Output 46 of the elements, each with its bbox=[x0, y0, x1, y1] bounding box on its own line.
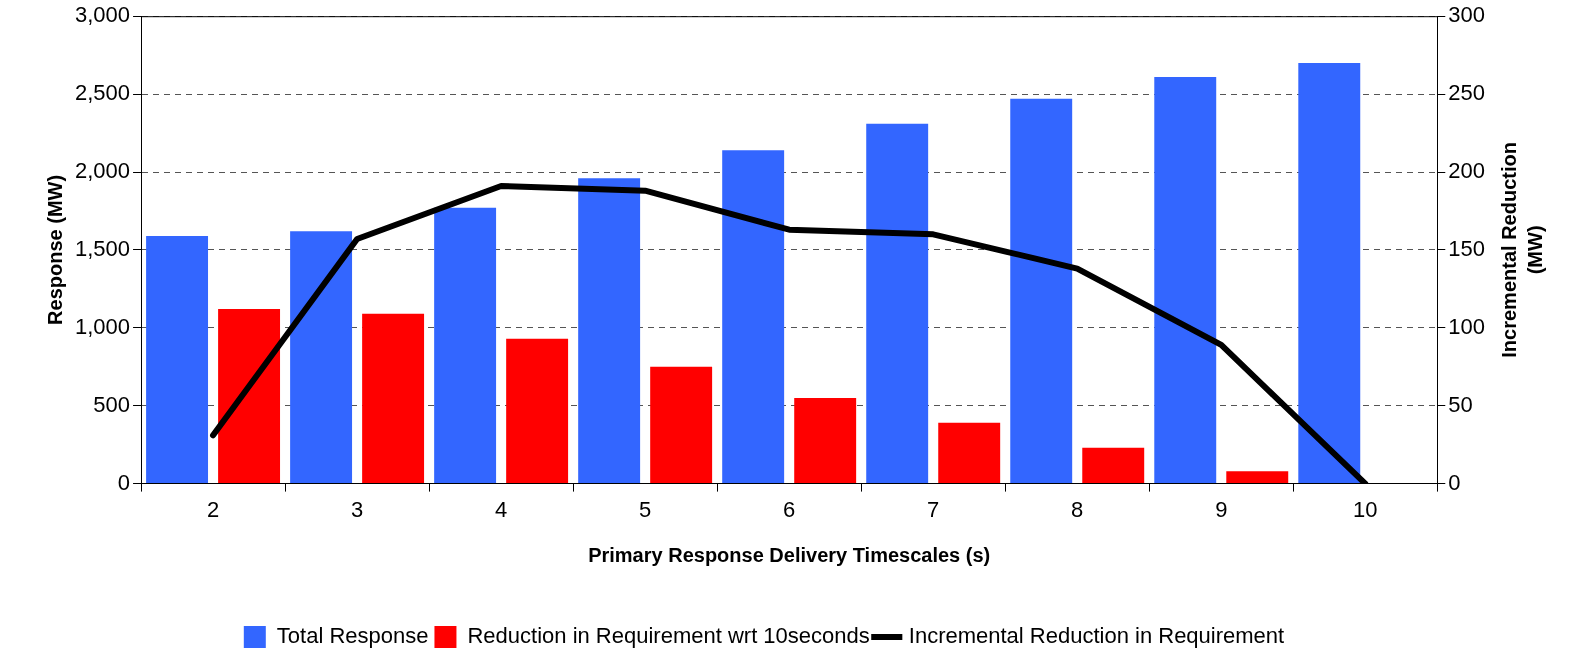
bar bbox=[722, 150, 785, 484]
y2-tick-label: 300 bbox=[1448, 2, 1486, 28]
y-tick-label: 3,000 bbox=[74, 2, 131, 28]
bar bbox=[434, 207, 497, 484]
y-tick-label: 500 bbox=[93, 391, 131, 417]
y2-tick-label: 250 bbox=[1448, 80, 1486, 106]
bar bbox=[1082, 447, 1145, 484]
y2-tick-label: 100 bbox=[1448, 313, 1486, 339]
bar bbox=[290, 231, 353, 484]
legend-label: Total Response bbox=[276, 623, 429, 649]
y-tick-label: 2,000 bbox=[74, 158, 131, 184]
bar bbox=[218, 309, 281, 484]
bar bbox=[506, 338, 569, 484]
bar bbox=[794, 397, 857, 484]
x-tick-label: 7 bbox=[927, 496, 940, 522]
bar bbox=[362, 313, 425, 484]
y2-tick-label: 200 bbox=[1448, 158, 1486, 184]
y-tick-label: 2,500 bbox=[74, 80, 131, 106]
y-tick-label: 0 bbox=[117, 469, 131, 495]
x-axis-title: Primary Response Delivery Timescales (s) bbox=[588, 543, 991, 566]
bar bbox=[1154, 76, 1217, 484]
legend-label: Reduction in Requirement wrt 10seconds bbox=[467, 623, 870, 649]
bar bbox=[650, 366, 713, 484]
y2-tick-label: 150 bbox=[1448, 235, 1486, 261]
x-tick-label: 6 bbox=[783, 496, 796, 522]
bar bbox=[578, 178, 641, 484]
x-tick-label: 2 bbox=[206, 496, 220, 522]
y2-tick-label: 50 bbox=[1448, 391, 1473, 417]
bar bbox=[1226, 471, 1289, 484]
y-axis-title: Response (MW) bbox=[43, 174, 66, 325]
x-tick-label: 8 bbox=[1071, 496, 1084, 522]
x-tick-label: 9 bbox=[1215, 496, 1228, 522]
x-tick-label: 4 bbox=[495, 496, 508, 522]
bar bbox=[866, 123, 929, 484]
legend-label: Incremental Reduction in Requirement bbox=[908, 623, 1285, 649]
bar bbox=[1298, 62, 1361, 484]
y2-axis-title: Incremental Reduction (MW) bbox=[1497, 142, 1546, 358]
y-tick-label: 1,500 bbox=[74, 235, 131, 261]
x-tick-label: 10 bbox=[1353, 496, 1378, 522]
x-tick-label: 5 bbox=[639, 496, 652, 522]
x-tick-label: 3 bbox=[350, 496, 364, 522]
bar bbox=[146, 235, 209, 484]
y2-tick-label: 0 bbox=[1448, 469, 1461, 495]
bar bbox=[938, 422, 1001, 484]
bar bbox=[1010, 98, 1073, 484]
y-tick-label: 1,000 bbox=[74, 313, 131, 339]
